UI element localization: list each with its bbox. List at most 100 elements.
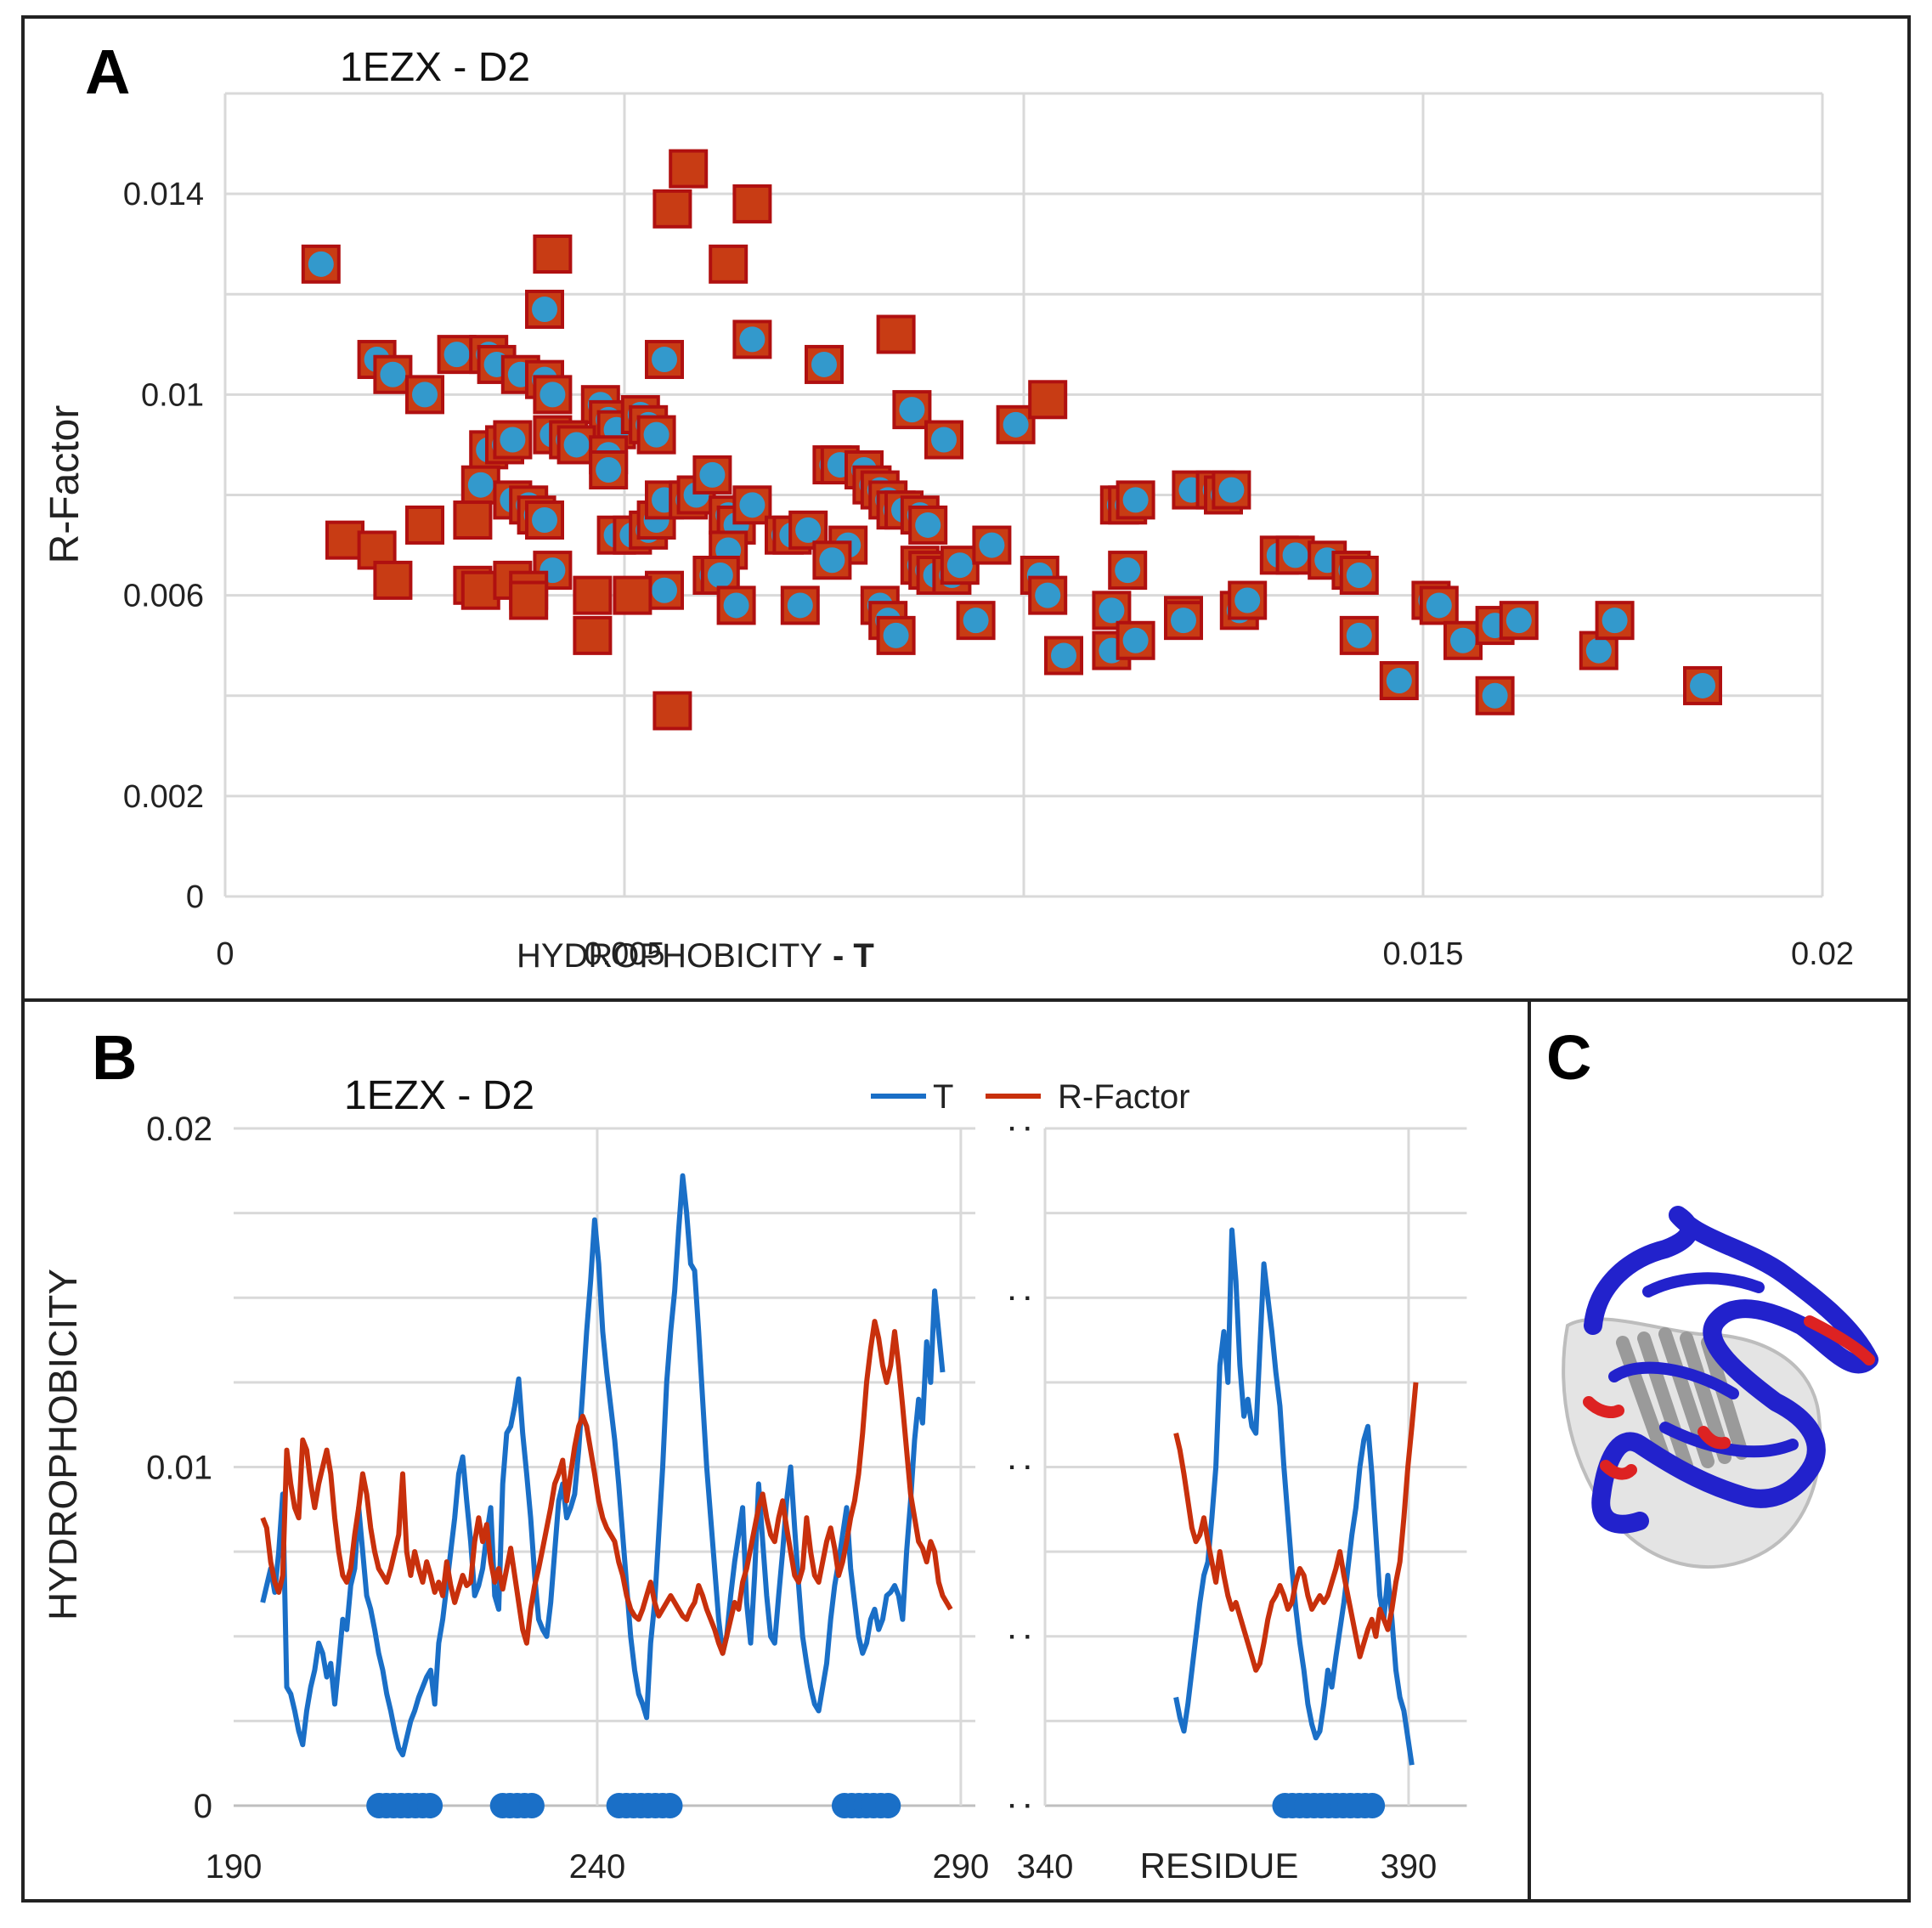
point-dot [532,296,557,322]
data-point [405,375,444,415]
chart-a-title: 1EZX - D2 [340,45,530,90]
data-point [1419,585,1459,625]
point-dot [1035,582,1061,608]
point-dot [1282,542,1308,568]
point-dot [1122,627,1149,653]
point-square [709,244,749,284]
point-dot [1218,477,1245,503]
point-square [876,314,916,354]
point-dot [308,251,334,277]
data-point [892,390,932,430]
chart-b-x-ticks: 190 240 290 340 390 [206,1848,1438,1886]
point-square [533,235,573,274]
data-point [373,354,413,394]
point-dot [819,547,845,574]
point-dot [946,552,973,579]
point-dot [1450,627,1476,653]
residue-marker [518,1793,545,1818]
data-point [1339,556,1379,595]
point-dot [412,382,438,408]
data-point [533,235,573,274]
point-dot [380,361,406,387]
data-point [460,570,500,610]
x-tick-label: 0.005 [584,936,664,972]
panel-c: C [1546,1022,1878,1569]
y-tick-label: 0.01 [146,1450,212,1487]
data-point [1683,665,1722,705]
x-tick-label: 0.02 [1791,936,1854,972]
y-tick-label: 0 [194,1788,212,1825]
data-point [525,500,564,540]
data-point [373,560,413,600]
point-dot [1386,668,1412,694]
residue-marker [657,1793,683,1818]
y-tick-label: 0.014 [123,177,204,212]
data-point [956,601,996,641]
point-dot [787,592,813,619]
data-point [732,319,772,359]
x-tick-label: 0 [216,936,234,972]
data-point [613,575,652,615]
data-point [996,404,1036,444]
point-dot [1171,608,1196,634]
panel-b: B 1EZX - D2 T R-Factor · · · · · · · · · · 0… [41,1022,1467,1886]
axis-break-dots: · · [1008,1284,1032,1312]
point-dot [596,456,622,483]
x-tick-label: 340 [1017,1848,1074,1886]
data-point [732,184,772,223]
point-dot [699,461,726,488]
x-tick-label: 190 [206,1848,263,1886]
data-point [573,615,613,655]
point-dot [931,427,957,453]
series-line [1173,1382,1419,1673]
point-dot [739,326,765,353]
point-dot [1482,682,1508,709]
data-point [1379,661,1419,701]
data-point [652,691,692,731]
point-square [669,149,709,189]
data-point [805,344,844,384]
panel-letter-b: B [92,1022,137,1093]
data-point [908,505,948,545]
point-square [613,575,652,615]
data-point [692,455,732,495]
data-point [732,485,772,525]
point-square [732,184,772,223]
data-point [1116,620,1155,660]
point-dot [883,622,909,648]
point-dot [1051,642,1076,669]
point-dot [707,563,733,588]
point-square [373,560,413,600]
data-point [940,546,980,585]
point-dot [811,351,837,377]
series-line [260,1319,953,1656]
point-dot [1426,592,1452,619]
x-tick-label: 0.015 [1382,936,1463,972]
point-dot [1099,597,1125,624]
protein-blue-ribbon [1584,1206,1878,1534]
point-dot [652,577,677,603]
protein-red-regions [1583,1315,1875,1480]
panel-letter-c: C [1546,1022,1591,1093]
data-point [493,420,533,460]
point-square [460,570,500,610]
point-dot [500,427,526,453]
point-square [405,505,444,545]
point-dot [563,432,590,458]
chart-a-y-ticks: 0 0.002 0.006 0.01 0.014 [123,177,204,915]
panel-b-frame [21,998,1531,1903]
legend-label-t: T [933,1078,953,1116]
point-dot [1122,487,1149,513]
data-point [972,525,1012,565]
data-point [924,420,963,460]
point-dot [979,532,1005,558]
data-point [1339,615,1379,655]
data-point [525,289,564,329]
data-point [1028,575,1068,615]
panel-letter-a: A [85,37,130,107]
data-point [1028,380,1068,420]
data-point [709,244,749,284]
data-point [876,314,916,354]
data-point [301,244,341,284]
